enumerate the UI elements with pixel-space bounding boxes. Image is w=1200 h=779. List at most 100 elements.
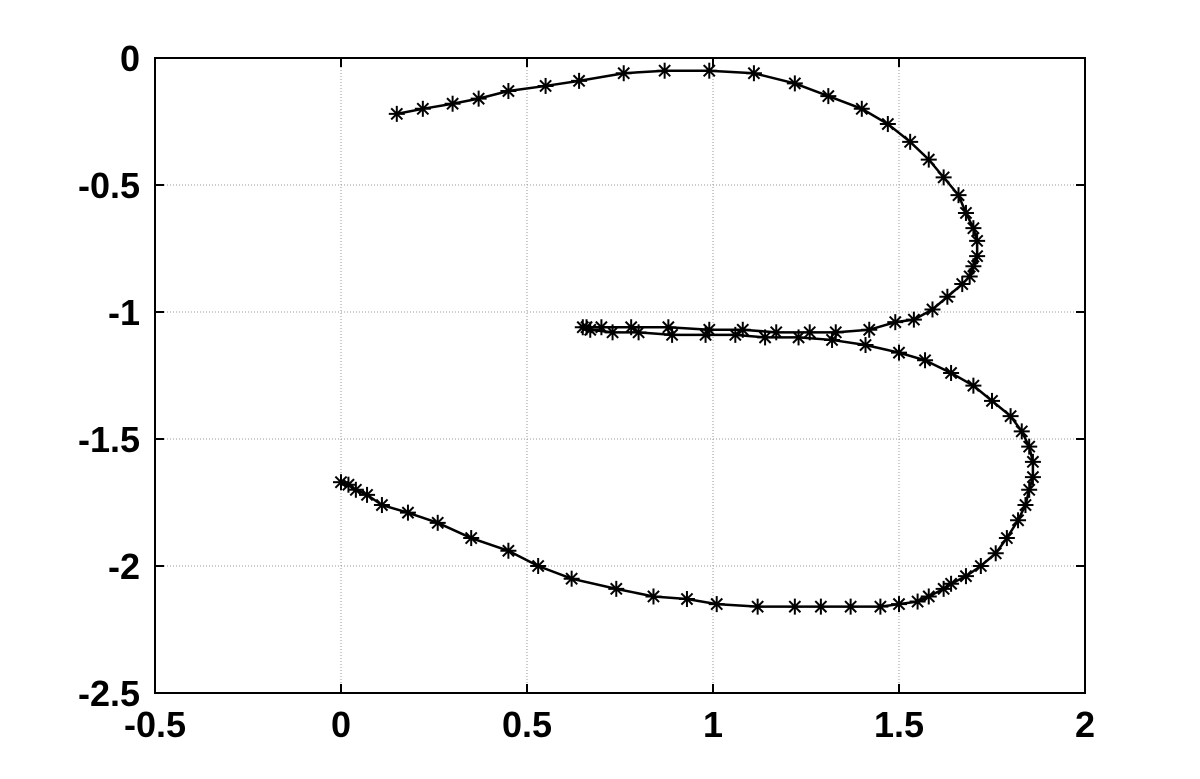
marker-stroke [1026, 455, 1040, 469]
marker-stroke [502, 84, 515, 98]
marker-stroke [862, 323, 876, 337]
marker-stroke [855, 102, 869, 116]
marker-stroke [769, 326, 783, 339]
marker [701, 62, 718, 79]
marker [757, 329, 774, 346]
marker [630, 324, 647, 341]
marker [984, 392, 1000, 409]
y-tick-label: -1.5 [78, 419, 140, 460]
marker [608, 580, 625, 597]
marker-stroke [609, 582, 623, 596]
marker-stroke [349, 483, 363, 497]
marker-stroke [680, 592, 694, 606]
marker-stroke [699, 328, 712, 342]
marker-stroke [1026, 470, 1040, 484]
marker [842, 598, 859, 615]
marker-stroke [360, 488, 374, 502]
marker-stroke [665, 328, 679, 342]
marker-stroke [926, 303, 939, 316]
marker-stroke [814, 600, 828, 613]
marker-stroke [390, 107, 404, 121]
marker-stroke [617, 66, 631, 80]
marker-stroke [822, 89, 835, 103]
marker-stroke [803, 326, 817, 339]
marker [853, 100, 870, 117]
marker-stroke [788, 77, 802, 90]
marker [957, 568, 974, 585]
marker-stroke [1011, 513, 1025, 527]
marker [500, 83, 517, 100]
marker [1002, 408, 1019, 425]
marker-stroke [918, 353, 932, 367]
marker-stroke [825, 333, 839, 347]
y-tick-label: -1 [108, 292, 140, 333]
marker [820, 88, 837, 105]
marker [954, 276, 971, 293]
marker [500, 542, 517, 559]
marker [1013, 423, 1030, 440]
marker [664, 326, 681, 343]
marker-stroke [944, 577, 958, 591]
marker [943, 364, 960, 381]
marker [879, 116, 896, 133]
marker-stroke [937, 171, 950, 184]
marker [444, 95, 461, 112]
x-tick-label: 0.5 [502, 704, 552, 745]
y-tick-label: 0 [120, 38, 140, 79]
marker-stroke [632, 326, 645, 339]
marker [935, 169, 952, 186]
marker-stroke [911, 595, 924, 608]
marker [939, 288, 956, 305]
marker-stroke [401, 506, 415, 519]
marker [786, 75, 803, 92]
marker [656, 62, 673, 79]
x-tick-label: 1.5 [874, 704, 924, 745]
marker [812, 598, 829, 615]
marker-stroke [702, 64, 716, 78]
marker-stroke [647, 590, 660, 603]
marker [429, 514, 446, 531]
marker [857, 337, 874, 354]
marker-stroke [874, 600, 887, 613]
marker [727, 326, 744, 343]
marker-stroke [788, 600, 802, 613]
marker [388, 105, 405, 122]
marker-stroke [1004, 409, 1017, 423]
marker-stroke [624, 320, 638, 334]
marker [917, 352, 934, 369]
marker-stroke [342, 478, 355, 492]
marker-stroke [464, 531, 478, 545]
marker-stroke [446, 97, 459, 111]
marker [582, 321, 599, 338]
marker-stroke [903, 135, 917, 149]
marker [987, 545, 1004, 562]
marker-stroke [583, 323, 597, 337]
marker-stroke [959, 206, 973, 220]
marker [463, 530, 480, 547]
marker-stroke [334, 475, 348, 489]
marker-stroke [531, 559, 545, 573]
marker-stroke [747, 66, 761, 80]
marker [563, 570, 580, 587]
marker [902, 133, 919, 150]
marker-stroke [751, 600, 764, 613]
marker-stroke [792, 331, 805, 344]
marker [950, 187, 967, 204]
y-tick-label: -2 [108, 546, 140, 587]
x-tick-label: 0 [331, 704, 351, 745]
marker [920, 151, 937, 168]
marker [965, 220, 982, 237]
marker [604, 324, 621, 341]
marker [824, 331, 841, 348]
marker-stroke [1015, 425, 1029, 438]
marker-stroke [985, 394, 999, 408]
marker-stroke [922, 590, 936, 603]
marker [537, 77, 554, 94]
marker [935, 580, 952, 597]
marker-stroke [736, 323, 750, 337]
marker [909, 593, 926, 610]
marker-stroke [970, 234, 984, 248]
marker-stroke [922, 153, 936, 166]
marker [1024, 453, 1041, 470]
